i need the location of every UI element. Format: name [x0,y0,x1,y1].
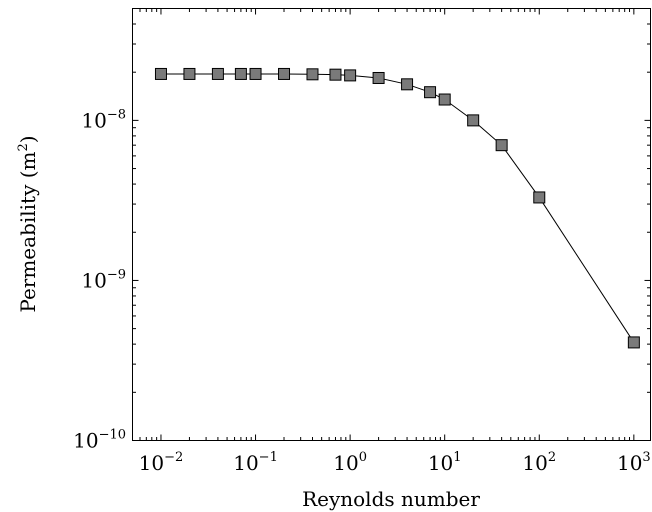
plot-area-frame [132,8,651,441]
minor-ticks [132,8,651,441]
x-tick-label: 102 [522,450,556,475]
data-point [533,191,546,204]
data-point [372,71,385,84]
series-line [160,73,635,343]
data-point [467,114,480,127]
data-point [306,68,319,81]
y-axis-label-superscript: 2 [16,143,31,151]
data-point [211,67,224,80]
data-point [278,67,291,80]
data-point [424,86,437,99]
y-axis-label-close: ) [16,135,40,143]
data-point [401,78,414,91]
data-point [329,68,342,81]
y-axis-label: Permeability (m2) [16,135,40,312]
data-point [183,67,196,80]
data-point [234,67,247,80]
x-tick-label: 10−2 [139,450,184,475]
x-tick-labels: 10−2 10−1 100 101 102 103 [139,450,651,475]
y-tick-labels: 10−10 10−9 10−8 [73,107,126,452]
y-tick-label: 10−8 [81,107,126,132]
y-tick-label: 10−10 [73,428,126,453]
x-tick-label: 101 [428,450,462,475]
data-point [249,67,262,80]
data-markers [154,67,640,349]
x-tick-label: 103 [617,450,651,475]
x-axis-label: Reynolds number [302,487,480,511]
data-point [438,93,451,106]
data-point [627,336,640,349]
x-tick-label: 100 [333,450,367,475]
data-point [344,69,357,82]
x-tick-label: 10−1 [233,450,278,475]
y-axis-label-text: Permeability (m [16,151,40,312]
major-ticks [132,8,651,441]
data-point [495,139,508,152]
y-tick-label: 10−9 [81,267,126,292]
data-point [154,67,167,80]
